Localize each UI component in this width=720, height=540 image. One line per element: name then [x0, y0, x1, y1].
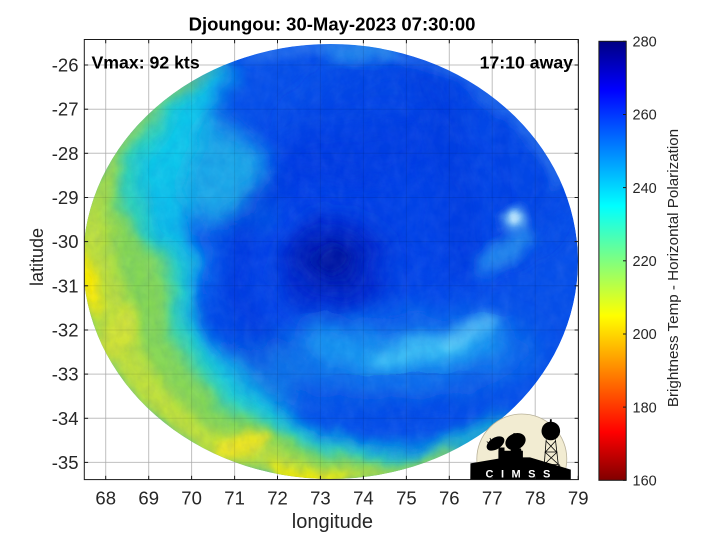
- svg-text:Djoungou: 30-May-2023 07:30:00: Djoungou: 30-May-2023 07:30:00: [189, 14, 476, 35]
- svg-text:latitude: latitude: [27, 228, 47, 286]
- svg-text:75: 75: [396, 487, 417, 508]
- svg-text:68: 68: [95, 487, 116, 508]
- svg-text:200: 200: [633, 327, 657, 343]
- svg-text:280: 280: [633, 35, 657, 51]
- svg-text:-29: -29: [52, 187, 79, 208]
- svg-text:160: 160: [633, 474, 657, 490]
- svg-text:-31: -31: [52, 275, 79, 296]
- svg-text:72: 72: [267, 487, 288, 508]
- svg-text:180: 180: [633, 400, 657, 416]
- svg-text:71: 71: [224, 487, 245, 508]
- svg-text:-30: -30: [52, 231, 79, 252]
- svg-text:Vmax: 92 kts: Vmax: 92 kts: [92, 53, 200, 73]
- svg-text:-32: -32: [52, 320, 79, 341]
- svg-text:-33: -33: [52, 364, 79, 385]
- svg-text:-34: -34: [52, 408, 79, 429]
- svg-text:73: 73: [310, 487, 331, 508]
- svg-text:74: 74: [353, 487, 374, 508]
- svg-text:-28: -28: [52, 143, 79, 164]
- svg-text:Brightness Temp - Horizontal P: Brightness Temp - Horizontal Polarizatio…: [665, 129, 682, 407]
- svg-text:76: 76: [439, 487, 460, 508]
- svg-text:240: 240: [633, 181, 657, 197]
- svg-text:-27: -27: [52, 99, 79, 120]
- svg-text:17:10 away: 17:10 away: [480, 53, 574, 73]
- svg-text:CIMSS: CIMSS: [486, 468, 558, 480]
- svg-text:69: 69: [138, 487, 159, 508]
- svg-text:260: 260: [633, 108, 657, 124]
- svg-text:-26: -26: [52, 55, 79, 76]
- svg-text:220: 220: [633, 254, 657, 270]
- svg-text:79: 79: [568, 487, 589, 508]
- svg-text:longitude: longitude: [292, 511, 373, 533]
- svg-text:77: 77: [482, 487, 503, 508]
- svg-text:78: 78: [525, 487, 546, 508]
- svg-text:70: 70: [181, 487, 202, 508]
- svg-text:-35: -35: [52, 452, 79, 473]
